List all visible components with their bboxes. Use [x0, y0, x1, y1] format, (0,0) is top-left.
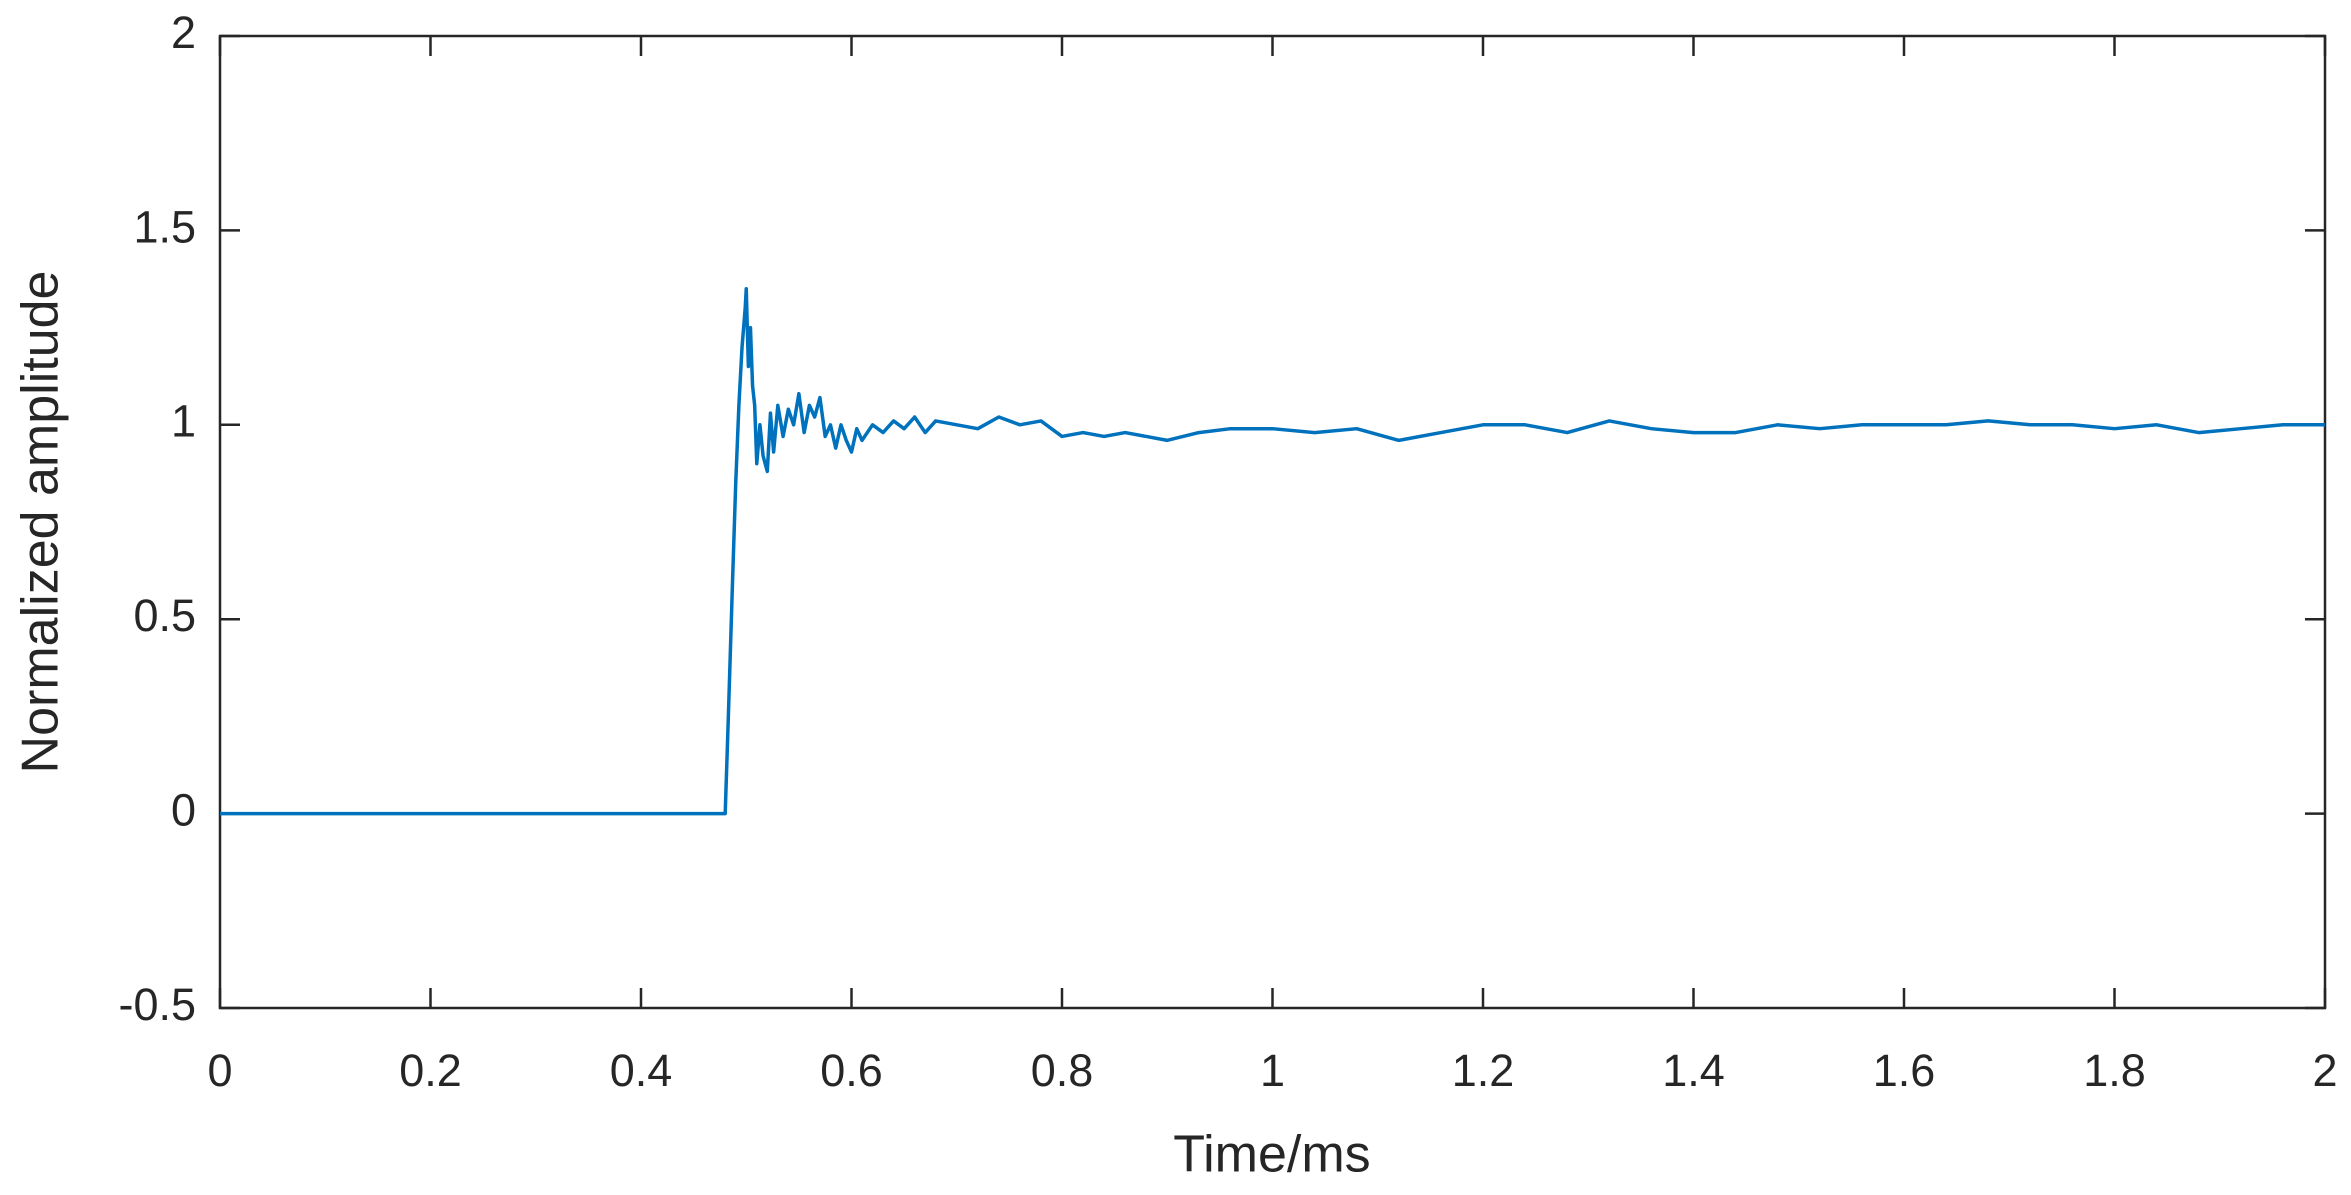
x-tick-label: 2	[2312, 1045, 2337, 1096]
x-tick-label: 1.4	[1662, 1045, 1725, 1096]
y-tick-label: 2	[171, 7, 196, 58]
y-tick-label: 0.5	[133, 590, 196, 641]
x-tick-label: 0.4	[610, 1045, 673, 1096]
y-axis-title: Normalized amplitude	[12, 271, 70, 774]
x-tick-label: 1.6	[1873, 1045, 1936, 1096]
x-tick-label: 1	[1260, 1045, 1285, 1096]
x-tick-label: 1.2	[1452, 1045, 1515, 1096]
plot-frame	[218, 34, 2327, 1010]
y-tick-label: -0.5	[118, 979, 196, 1030]
y-tick-label: 1	[171, 396, 196, 447]
x-axis-title: Time/ms	[1173, 1126, 1370, 1184]
x-tick-label: 0.6	[820, 1045, 883, 1096]
x-tick-label: 0	[207, 1045, 232, 1096]
y-tick-label: 0	[171, 784, 196, 835]
data-line	[220, 286, 2325, 816]
x-tick-label: 0.2	[399, 1045, 462, 1096]
y-tick-label: 1.5	[133, 201, 196, 252]
x-tick-label: 1.8	[2083, 1045, 2146, 1096]
x-tick-label: 0.8	[1031, 1045, 1094, 1096]
